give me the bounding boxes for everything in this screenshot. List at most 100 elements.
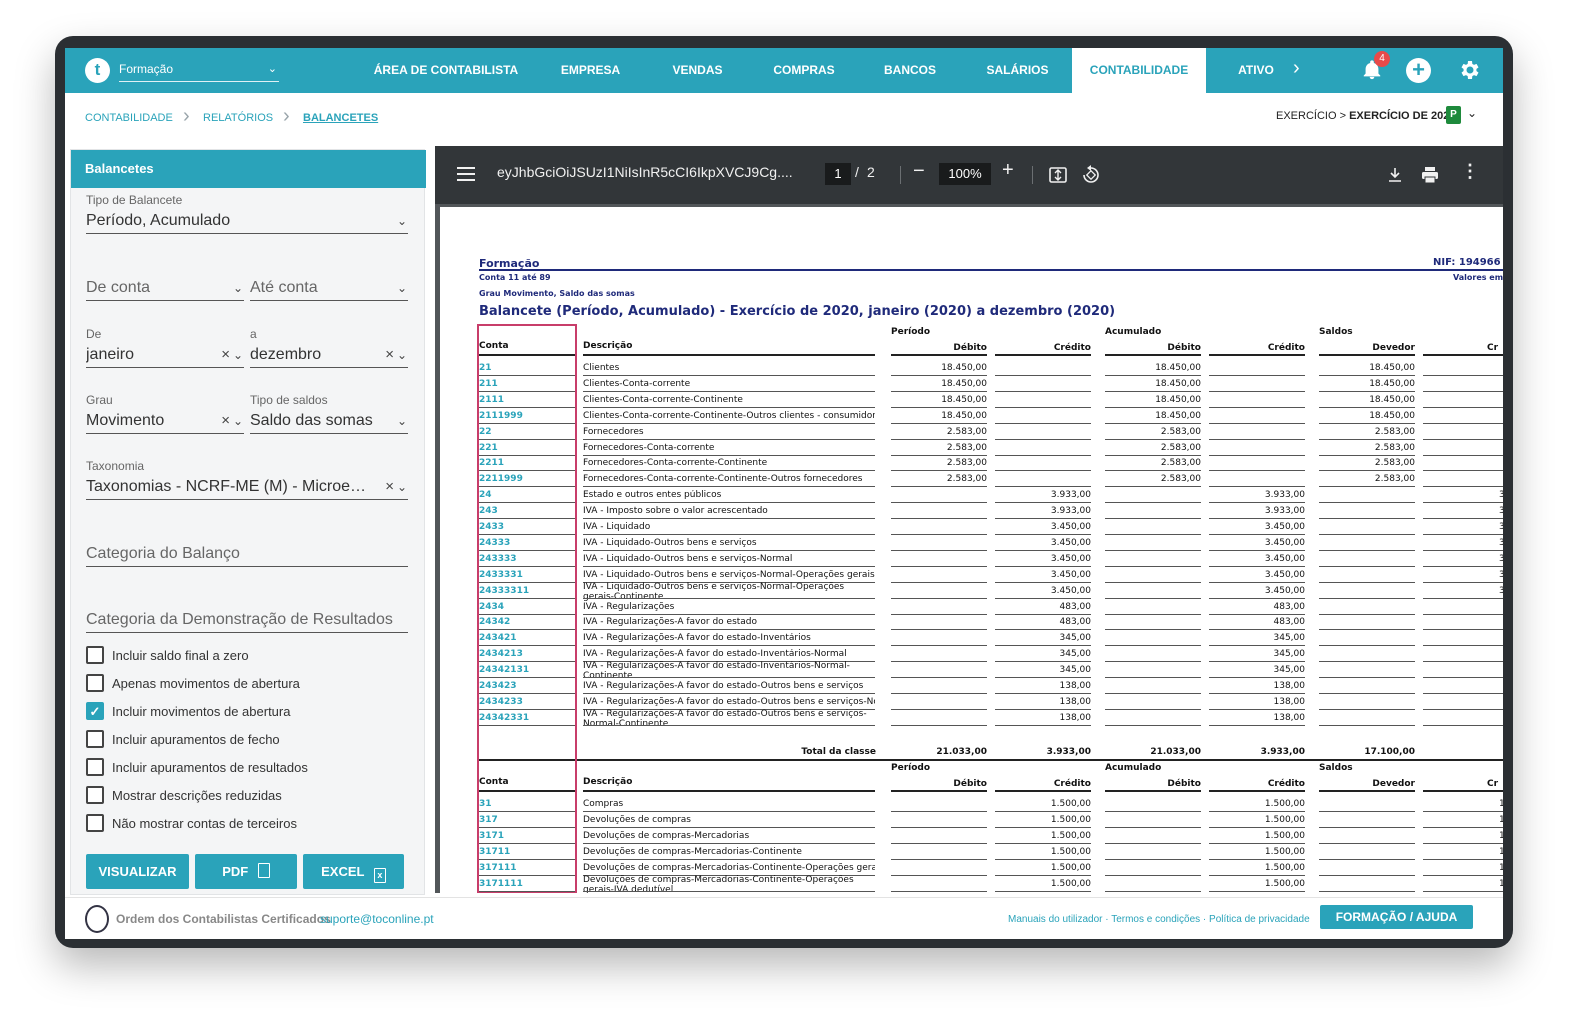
col-header-credito: Crédito (1053, 779, 1091, 789)
tipo-balancete-select[interactable]: Período, Acumulado ⌄ (86, 210, 408, 234)
row-underline (583, 375, 875, 376)
checkbox-label: Incluir movimentos de abertura (112, 704, 291, 719)
row-underline (583, 565, 875, 567)
clear-icon[interactable]: × (221, 346, 230, 363)
more-options-icon[interactable]: ⋮ (1461, 161, 1479, 181)
row-underline (995, 874, 1091, 876)
zoom-out-icon[interactable]: − (913, 160, 925, 182)
add-icon[interactable]: + (1406, 58, 1431, 83)
nav-area-contabilista[interactable]: ÁREA DE CONTABILISTA (373, 63, 519, 77)
rotate-icon[interactable] (1081, 165, 1101, 185)
report-header-rule (479, 269, 1503, 271)
header-underline (1319, 354, 1415, 356)
nav-ativo[interactable]: ATIVO (1238, 63, 1274, 77)
header-underline (583, 790, 875, 792)
account-description: IVA - Regularizações-A favor do estado (583, 617, 758, 628)
row-underline (891, 518, 987, 520)
checkbox-descricoes-reduzidas[interactable] (86, 786, 104, 804)
nav-salarios[interactable]: SALÁRIOS (986, 63, 1049, 77)
total-amount: 17.100,00 (1364, 747, 1415, 757)
checkbox-saldo-final-zero[interactable] (86, 646, 104, 664)
chevron-right-icon[interactable]: › (1293, 57, 1300, 79)
row-underline (1105, 486, 1201, 488)
account-code: 243333 (479, 553, 517, 564)
zoom-level-input[interactable]: 100% (939, 163, 991, 185)
footer-links[interactable]: Manuais do utilizador · Termos e condiçõ… (1008, 914, 1310, 925)
nav-contabilidade[interactable]: CONTABILIDADE (1072, 48, 1206, 93)
row-underline (1209, 858, 1305, 860)
amount-cell: 3.933,00 (1050, 490, 1091, 501)
clear-icon[interactable]: × (221, 412, 230, 429)
row-underline (583, 842, 875, 844)
nav-empresa[interactable]: EMPRESA (560, 63, 621, 77)
excel-file-icon: x (373, 868, 386, 883)
amount-cell: 345,00 (1059, 633, 1092, 644)
exercise-selector[interactable]: EXERCÍCIO > EXERCÍCIO DE 2020 (1276, 110, 1455, 122)
page-number-input[interactable]: 1 (825, 163, 851, 185)
taxonomia-select[interactable]: Taxonomias - NCRF-ME (M) - Microentidade… (86, 476, 408, 500)
amount-cell: 18.450,00 (1369, 394, 1415, 405)
menu-icon[interactable] (457, 166, 475, 182)
clear-icon[interactable]: × (385, 346, 394, 363)
amount-cell: 3.933,00 (1264, 506, 1305, 517)
company-selector[interactable]: Formação ⌄ (119, 60, 279, 82)
tipo-saldos-select[interactable]: Saldo das somas ⌄ (250, 410, 408, 434)
row-underline (479, 677, 575, 679)
row-underline (479, 581, 575, 583)
excel-button[interactable]: EXCEL x (303, 854, 404, 889)
header-underline (995, 790, 1091, 792)
nav-vendas[interactable]: VENDAS (672, 63, 723, 77)
row-underline (1423, 518, 1503, 520)
row-underline (479, 597, 575, 599)
nav-bancos[interactable]: BANCOS (883, 63, 936, 77)
tipo-balancete-value: Período, Acumulado (86, 212, 231, 229)
support-email-link[interactable]: suporte@toconline.pt (320, 912, 434, 926)
checkbox-apuramentos-resultados[interactable] (86, 758, 104, 776)
nav-compras[interactable]: COMPRAS (773, 63, 835, 77)
de-conta-select[interactable]: De conta ⌄ (86, 277, 244, 301)
toconline-logo-icon[interactable]: t (85, 58, 110, 83)
checkbox-apenas-movimentos-abertura[interactable] (86, 674, 104, 692)
breadcrumb-contabilidade[interactable]: CONTABILIDADE (85, 112, 173, 124)
toolbar-divider (900, 166, 901, 184)
checkbox-contas-terceiros[interactable] (86, 814, 104, 832)
chevron-down-icon[interactable]: ⌄ (1467, 106, 1478, 120)
row-underline (1319, 454, 1415, 456)
formacao-ajuda-button[interactable]: FORMAÇÃO / AJUDA (1320, 905, 1473, 929)
row-underline (1423, 874, 1503, 876)
row-underline (583, 874, 875, 876)
row-underline (1319, 677, 1415, 679)
row-underline (891, 486, 987, 488)
row-underline (479, 629, 575, 631)
row-underline (891, 842, 987, 844)
breadcrumb-balancetes[interactable]: BALANCETES (303, 112, 379, 124)
account-code: 2434233 (479, 696, 523, 707)
zoom-in-icon[interactable]: + (1002, 159, 1014, 181)
amount-cell: 1.50 (1498, 799, 1503, 809)
row-underline (583, 597, 875, 599)
device-frame: t Formação ⌄ ÁREA DE CONTABILISTA EMPRES… (55, 36, 1513, 948)
checkbox-incluir-movimentos-abertura[interactable]: ✓ (86, 702, 104, 720)
fit-page-icon[interactable] (1049, 166, 1067, 184)
amount-cell: 2.583,00 (946, 426, 987, 437)
amount-cell: 2.583,00 (946, 474, 987, 485)
row-underline (1319, 811, 1415, 812)
row-underline (891, 661, 987, 663)
gear-icon[interactable] (1457, 58, 1481, 82)
account-code: 211 (479, 378, 498, 389)
checkbox-apuramentos-fecho[interactable] (86, 730, 104, 748)
visualizar-button[interactable]: VISUALIZAR (86, 854, 189, 889)
grau-select[interactable]: Movimento × ⌄ (86, 410, 244, 434)
account-description: IVA - Liquidado (583, 522, 651, 532)
ate-conta-select[interactable]: Até conta ⌄ (250, 277, 408, 301)
de-month-select[interactable]: janeiro × ⌄ (86, 344, 244, 368)
download-icon[interactable] (1387, 167, 1403, 183)
breadcrumb-relatorios[interactable]: RELATÓRIOS (203, 112, 274, 124)
clear-icon[interactable]: × (385, 478, 394, 495)
row-underline (995, 858, 1091, 860)
pdf-button[interactable]: PDF (195, 854, 297, 889)
print-icon[interactable] (1421, 166, 1439, 184)
categoria-dr-select[interactable]: Categoria da Demonstração de Resultados (86, 609, 408, 633)
a-month-select[interactable]: dezembro × ⌄ (250, 344, 408, 368)
categoria-balanco-select[interactable]: Categoria do Balanço (86, 543, 408, 567)
